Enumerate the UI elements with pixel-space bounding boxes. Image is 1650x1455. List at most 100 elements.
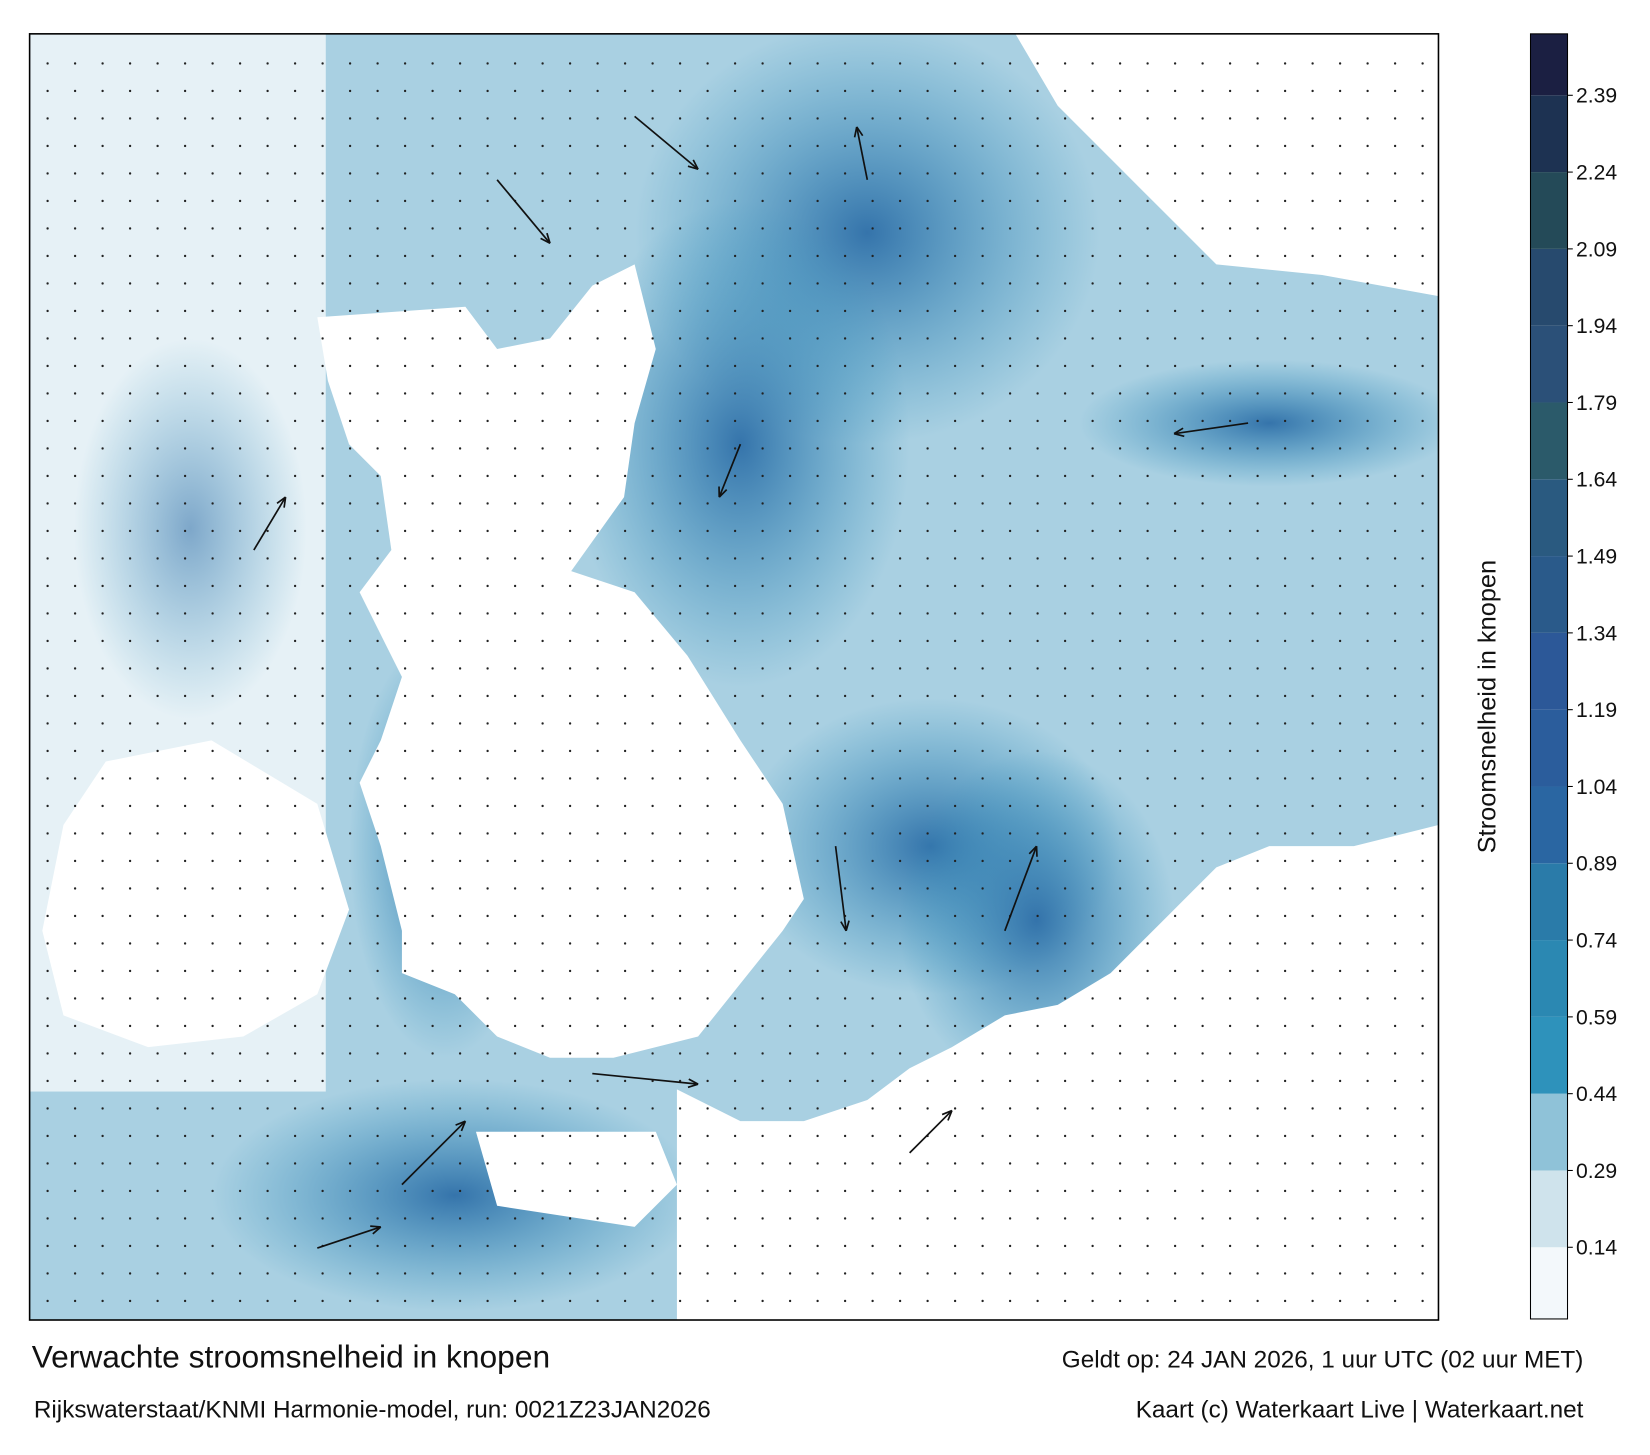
grid-dot xyxy=(1146,1189,1149,1193)
grid-dot xyxy=(1228,337,1232,340)
grid-dot xyxy=(403,1024,407,1028)
grid-dot xyxy=(981,392,984,395)
grid-dot xyxy=(293,62,297,65)
grid-dot xyxy=(1256,777,1259,780)
grid-dot xyxy=(898,1107,902,1110)
grid-dot xyxy=(1256,914,1259,918)
grid-dot xyxy=(73,1162,77,1165)
grid-dot xyxy=(183,172,187,175)
arrow xyxy=(909,1109,953,1154)
grid-dot xyxy=(651,997,654,1000)
grid-dot xyxy=(1146,1299,1149,1303)
grid-dot xyxy=(816,722,819,725)
grid-dot xyxy=(1393,1052,1397,1055)
grid-dot xyxy=(46,282,49,285)
grid-dot xyxy=(1008,777,1012,780)
arrow-head xyxy=(718,486,728,498)
grid-dot xyxy=(1393,1189,1397,1193)
grid-dot xyxy=(513,474,517,478)
arrow-head xyxy=(276,496,287,508)
grid-dot xyxy=(1311,89,1314,93)
grid-dot xyxy=(376,777,379,780)
grid-dot xyxy=(871,777,874,780)
grid-dot xyxy=(843,749,847,753)
grid-dot xyxy=(843,1189,847,1193)
grid-dot xyxy=(623,337,627,340)
grid-dot xyxy=(1201,89,1204,93)
grid-dot xyxy=(651,859,654,863)
grid-dot xyxy=(101,612,104,615)
grid-dot xyxy=(321,1272,324,1275)
grid-dot xyxy=(266,859,269,863)
grid-dot xyxy=(1256,199,1259,203)
grid-dot xyxy=(376,749,379,753)
grid-dot xyxy=(513,749,517,753)
grid-dot xyxy=(431,859,434,863)
grid-dot xyxy=(183,1107,187,1110)
current-arrows xyxy=(253,115,1249,1249)
grid-dot xyxy=(981,1244,984,1248)
grid-dot xyxy=(843,309,847,313)
grid-dot xyxy=(706,117,709,120)
grid-dot xyxy=(238,1299,242,1303)
grid-dot xyxy=(898,1272,902,1275)
grid-dot xyxy=(898,254,902,258)
grid-dot xyxy=(568,1107,572,1110)
grid-dot xyxy=(788,1217,792,1220)
grid-dot xyxy=(1091,144,1094,148)
grid-dot xyxy=(486,1217,489,1220)
grid-dot xyxy=(1173,612,1177,615)
grid-dot xyxy=(1228,722,1232,725)
grid-dot xyxy=(431,639,434,643)
grid-dot xyxy=(1173,392,1177,395)
grid-dot xyxy=(1366,1162,1369,1165)
grid-dot xyxy=(431,254,434,258)
grid-dot xyxy=(623,502,627,505)
grid-dot xyxy=(953,419,957,423)
grid-dot xyxy=(1118,969,1122,973)
grid-dot xyxy=(1338,1244,1342,1248)
grid-dot xyxy=(816,1162,819,1165)
grid-dot xyxy=(733,199,737,203)
grid-dot xyxy=(981,144,984,148)
grid-dot xyxy=(678,89,682,93)
grid-dot xyxy=(788,529,792,533)
grid-dot xyxy=(898,144,902,148)
grid-dot xyxy=(596,777,599,780)
grid-dot xyxy=(211,1162,214,1165)
grid-dot xyxy=(101,474,104,478)
grid-dot xyxy=(733,777,737,780)
grid-dot xyxy=(568,419,572,423)
grid-dot xyxy=(651,942,654,945)
grid-dot xyxy=(321,309,324,313)
grid-dot xyxy=(623,309,627,313)
grid-dot xyxy=(458,969,462,973)
grid-dot xyxy=(486,667,489,670)
grid-dot xyxy=(183,502,187,505)
grid-dot xyxy=(568,667,572,670)
grid-dot xyxy=(981,309,984,313)
grid-dot xyxy=(458,557,462,560)
grid-dot xyxy=(1201,172,1204,175)
grid-dot xyxy=(788,1272,792,1275)
grid-dot xyxy=(156,1217,159,1220)
grid-dot xyxy=(1338,1162,1342,1165)
grid-dot xyxy=(898,997,902,1000)
grid-dot xyxy=(211,1272,214,1275)
grid-dot xyxy=(211,749,214,753)
grid-dot xyxy=(926,969,929,973)
grid-dot xyxy=(238,227,242,230)
grid-dot xyxy=(623,612,627,615)
grid-dot xyxy=(266,722,269,725)
grid-dot xyxy=(1421,1162,1424,1165)
grid-dot xyxy=(871,117,874,120)
grid-dot xyxy=(788,832,792,835)
grid-dot xyxy=(321,612,324,615)
grid-dot xyxy=(1366,254,1369,258)
grid-dot xyxy=(403,749,407,753)
grid-dot xyxy=(266,749,269,753)
grid-dot xyxy=(1338,144,1342,148)
grid-dot xyxy=(953,694,957,698)
grid-dot xyxy=(73,254,77,258)
grid-dot xyxy=(1063,887,1067,890)
